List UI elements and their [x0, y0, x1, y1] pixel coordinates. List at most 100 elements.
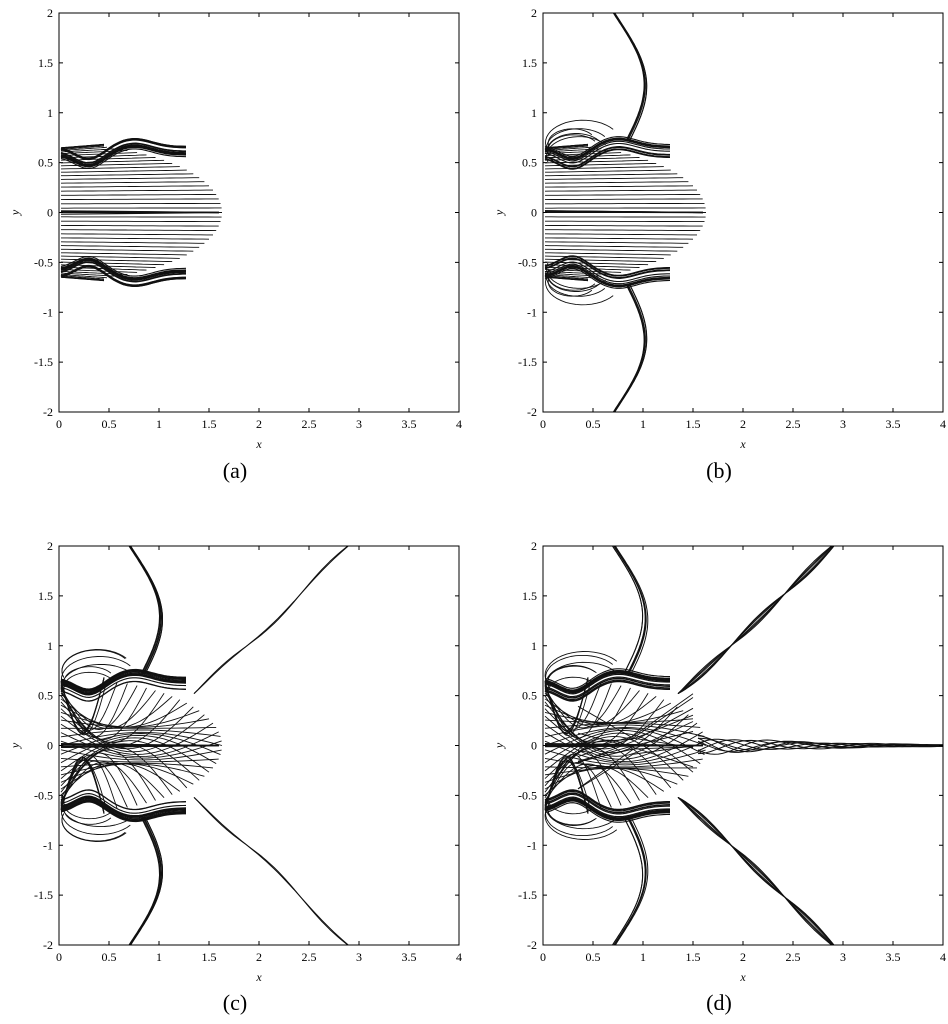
- trajectory-curve-74: [60, 261, 187, 282]
- trajectory-curve-65: [544, 679, 671, 701]
- trajectory-curve-67: [544, 139, 671, 160]
- trajectory-curve-80: [60, 210, 220, 214]
- y-tick-label: -2: [43, 938, 53, 952]
- y-tick-label: -2: [43, 405, 53, 419]
- trajectory-curve-102: [544, 808, 618, 840]
- trajectory-curve-31: [60, 177, 200, 180]
- chart-panel-3: 0 0.5 1 1.5 2 2.5 3 3.5 4 -2 -1.5 -1 -0.5 0 0.5 1 1.5 2 x y…: [492, 539, 946, 1015]
- trajectory-curve-53: [544, 136, 671, 157]
- y-tick-label: -1: [527, 838, 537, 852]
- trajectory-curve-100: [546, 269, 600, 292]
- trajectory-curve-68: [544, 798, 671, 819]
- trajectory-curve-73: [60, 143, 187, 164]
- trajectory-curve-72: [60, 256, 187, 277]
- x-tick-label: 0.5: [102, 950, 117, 964]
- trajectory-curve-98: [547, 804, 596, 826]
- y-tick-label: 1.5: [522, 589, 537, 603]
- trajectory-curve-68: [60, 264, 186, 286]
- trajectory-curve-85: [613, 546, 647, 674]
- trajectory-curve-99: [547, 676, 595, 698]
- trajectory-curve-17: [61, 237, 210, 240]
- trajectory-curve-62: [60, 257, 187, 279]
- trajectory-curve-105: [193, 546, 349, 694]
- trajectory-curve-50: [544, 796, 670, 818]
- trajectory-curve-93: [546, 128, 606, 155]
- y-tick-label: -1.5: [518, 888, 537, 902]
- trajectory-curve-104: [545, 806, 613, 837]
- trajectory-curve-1: [544, 276, 589, 281]
- trajectory-curve-18: [60, 762, 214, 769]
- trajectory-curve-53: [60, 674, 187, 696]
- trajectory-curve-20: [60, 224, 219, 227]
- trajectory-curve-89: [130, 546, 163, 674]
- trajectory-curve-94: [544, 798, 616, 830]
- trajectory-curve-70: [60, 266, 187, 287]
- y-axis-label: y: [8, 209, 22, 216]
- trajectory-curve-11: [60, 258, 173, 263]
- trajectory-curve-74: [544, 793, 670, 815]
- trajectory-curve-82: [613, 817, 646, 945]
- trajectory-curve-101: [545, 119, 614, 150]
- y-tick-label: 2: [531, 539, 537, 553]
- trajectory-curve-12: [544, 255, 664, 259]
- trajectory-curve-33: [545, 169, 671, 173]
- trajectory-curve-46: [544, 143, 589, 149]
- trajectory-curve-81: [613, 546, 646, 674]
- trajectory-curve-88: [613, 817, 647, 945]
- trajectory-curve-67: [60, 139, 186, 161]
- x-tick-label: 3.5: [886, 417, 901, 431]
- trajectory-curve-69: [544, 146, 670, 167]
- trajectory-curve-36: [544, 159, 649, 164]
- trajectory-curve-92: [611, 817, 643, 945]
- trajectory-curve-30: [544, 714, 689, 757]
- trajectory-curve-9: [60, 749, 156, 801]
- trajectory-curve-39: [544, 685, 622, 729]
- trajectory-curve-101: [544, 651, 618, 683]
- y-tick-label: 1: [531, 639, 537, 653]
- trajectory-curve-128: [577, 732, 694, 768]
- trajectory-curve-46: [544, 677, 589, 734]
- trajectory-curve-69: [60, 138, 187, 159]
- y-tick-label: -2: [527, 405, 537, 419]
- chart-panel-1: 0 0.5 1 1.5 2 2.5 3 3.5 4 -2 -1.5 -1 -0.5 0 0.5 1 1.5 2 x y…: [492, 6, 946, 483]
- trajectory-curve-65: [544, 148, 671, 170]
- y-tick-label: -1.5: [518, 355, 537, 369]
- trajectory-curve-71: [544, 137, 670, 159]
- trajectory-curve-16: [60, 241, 205, 244]
- trajectory-curve-41: [60, 681, 118, 731]
- y-tick-label: -1: [43, 838, 53, 852]
- trajectory-curve-108: [193, 797, 350, 945]
- y-tick-label: 0.5: [38, 689, 53, 703]
- panel-label: (a): [223, 458, 247, 483]
- trajectory-curve-96: [547, 277, 593, 297]
- trajectory-curve-21: [544, 728, 705, 756]
- trajectory-curve-131: [577, 705, 694, 749]
- trajectory-curve-10: [544, 261, 649, 266]
- x-tick-label: 1: [640, 950, 646, 964]
- y-tick-label: 2: [531, 6, 537, 20]
- trajectory-curve-30: [60, 714, 205, 753]
- trajectory-curve-34: [60, 166, 180, 170]
- trajectory-curve-64: [60, 801, 186, 823]
- x-tick-label: 3.5: [402, 950, 417, 964]
- x-tick-label: 2: [740, 417, 746, 431]
- trajectory-curve-69: [544, 681, 671, 702]
- trajectory-curve-1: [60, 276, 105, 281]
- trajectory-curve-30: [60, 181, 205, 184]
- trajectory-curve-39: [60, 685, 138, 730]
- y-tick-label: -0.5: [518, 788, 537, 802]
- y-tick-label: 0.5: [522, 156, 537, 170]
- x-tick-label: 2: [740, 950, 746, 964]
- trajectory-curve-18: [544, 766, 697, 769]
- trajectory-curve-70: [60, 797, 187, 818]
- trajectory-curve-2: [544, 276, 589, 281]
- trajectory-curve-34: [544, 166, 664, 170]
- trajectory-curve-2: [60, 276, 105, 281]
- trajectory-curve-12: [60, 255, 180, 259]
- trajectory-curve-26: [544, 731, 703, 763]
- trajectory-curve-118: [677, 796, 835, 945]
- trajectory-curve-54: [544, 268, 671, 289]
- trajectory-curve-112: [677, 797, 834, 945]
- trajectory-curve-136: [577, 731, 694, 762]
